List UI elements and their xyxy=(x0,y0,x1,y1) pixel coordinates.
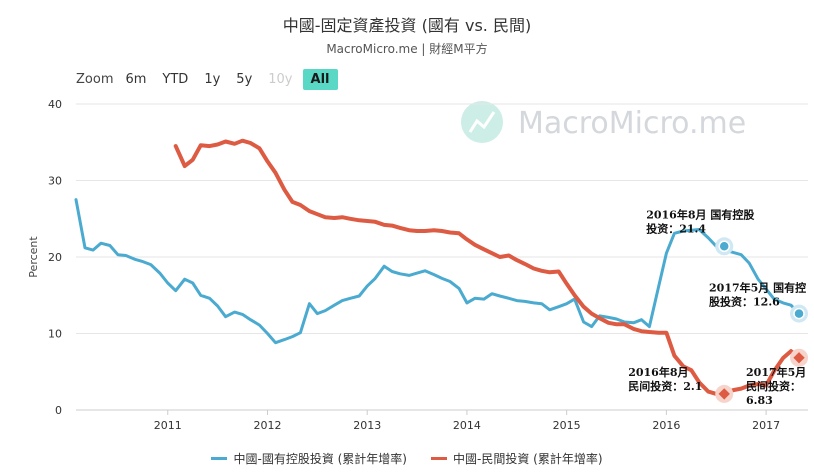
x-tick-label: 2011 xyxy=(154,419,182,432)
y-axis-label: Percent xyxy=(27,236,40,278)
annotation-label: 2017年5月 xyxy=(746,365,806,379)
annotation-label: 6.83 xyxy=(746,394,773,407)
watermark: MacroMicro.me xyxy=(461,101,746,143)
annotation-marker[interactable] xyxy=(718,240,730,253)
annotation-marker[interactable] xyxy=(718,388,730,400)
zoom-bar: Zoom 6m YTD 1y 5y 10y All xyxy=(70,68,342,90)
zoom-5y-button[interactable]: 5y xyxy=(236,71,253,87)
chart-subtitle: MacroMicro.me | 財經M平方 xyxy=(326,42,488,56)
legend-swatch-private xyxy=(431,457,447,460)
x-tick-label: 2016 xyxy=(652,419,680,432)
x-tick-label: 2017 xyxy=(752,419,780,432)
x-tick-label: 2014 xyxy=(453,419,481,432)
zoom-10y-button[interactable]: 10y xyxy=(268,71,293,87)
zoom-6m-button[interactable]: 6m xyxy=(125,71,147,87)
y-tick-label: 30 xyxy=(48,175,62,188)
annotation-label: 投资：21.4 xyxy=(646,221,706,235)
watermark-logo-icon xyxy=(461,101,503,143)
x-tick-label: 2012 xyxy=(253,419,281,432)
zoom-ytd-button[interactable]: YTD xyxy=(162,71,189,87)
annotation-marker[interactable] xyxy=(793,307,805,320)
legend-label-private: 中國-民間投資 (累計年增率) xyxy=(453,452,603,466)
legend-swatch-state xyxy=(211,457,228,460)
series-line-private[interactable] xyxy=(173,138,801,396)
series-line-state[interactable] xyxy=(74,198,801,345)
annotation-label: 民间投资： xyxy=(746,379,801,393)
y-tick-label: 0 xyxy=(55,404,62,417)
annotation-marker[interactable] xyxy=(793,352,805,364)
zoom-all-button[interactable]: All xyxy=(302,68,338,90)
annotation-label: 2017年5月 国有控 xyxy=(709,281,806,295)
chart-title: 中國-固定資產投資 (國有 vs. 民間) xyxy=(282,16,532,35)
watermark-text: MacroMicro.me xyxy=(518,106,746,141)
annotation-label: 民间投资：2.1 xyxy=(628,379,702,393)
zoom-1y-button[interactable]: 1y xyxy=(204,71,221,87)
legend-label-state: 中國-國有控股投資 (累計年增率) xyxy=(233,452,407,466)
watermark-logo-chart-icon xyxy=(468,111,496,133)
zoom-label: Zoom xyxy=(76,71,114,87)
annotation-label: 2016年8月 xyxy=(628,365,688,379)
annotation-label: 2016年8月 国有控股 xyxy=(646,207,755,221)
y-tick-label: 40 xyxy=(48,98,62,111)
y-tick-label: 10 xyxy=(48,328,62,341)
x-tick-label: 2013 xyxy=(353,419,381,432)
x-tick-label: 2015 xyxy=(553,419,581,432)
legend-item-state[interactable]: 中國-國有控股投資 (累計年增率) xyxy=(211,450,407,467)
annotation-label: 股投资：12.6 xyxy=(709,295,780,309)
legend-item-private[interactable]: 中國-民間投資 (累計年增率) xyxy=(431,450,603,467)
y-tick-label: 20 xyxy=(48,251,62,264)
legend: 中國-國有控股投資 (累計年增率) 中國-民間投資 (累計年增率) xyxy=(0,450,814,467)
